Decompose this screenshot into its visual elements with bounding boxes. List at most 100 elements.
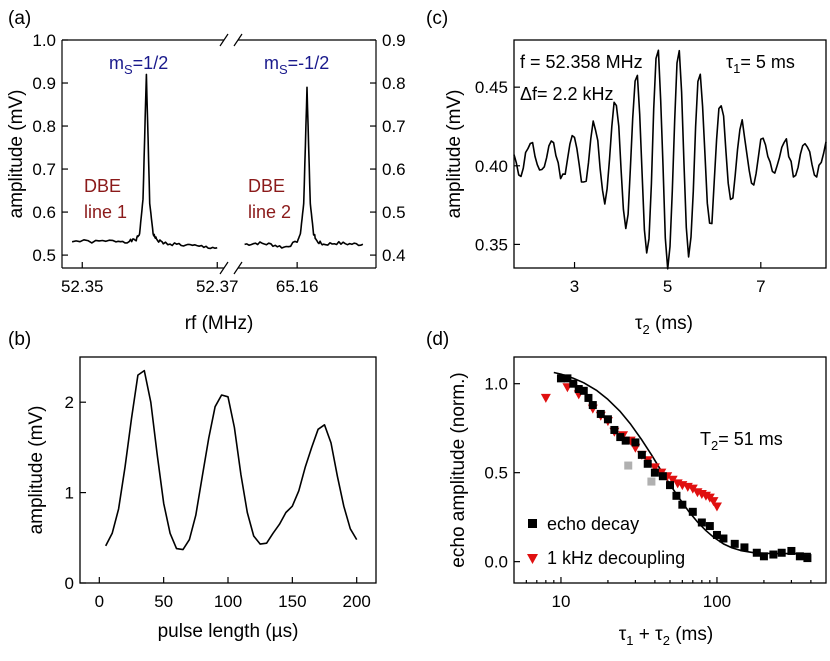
panel-a-left-ytick-label: 0.7 bbox=[32, 160, 56, 179]
panel-d-legend: echo decay 1 kHz decoupling bbox=[527, 514, 685, 568]
panel-d-echo-point bbox=[631, 438, 640, 447]
panel-d-echo-point bbox=[697, 518, 706, 527]
panel-d-decoupling-point bbox=[711, 502, 722, 512]
panel-d-echo-point bbox=[616, 433, 625, 442]
panel-d-decoupling-point bbox=[708, 497, 719, 507]
dbe-line2-label-b: line 2 bbox=[248, 202, 291, 222]
panel-d-echo-point bbox=[777, 548, 786, 557]
panel-c-ytick-label: 0.45 bbox=[475, 78, 508, 97]
panel-d-echo-point bbox=[803, 554, 812, 563]
panel-d-echo-point bbox=[666, 481, 674, 490]
panel-d-echo-point bbox=[658, 472, 667, 481]
panel-b-y-label: amplitude (mV) bbox=[26, 406, 47, 535]
panel-d-echo-point bbox=[579, 386, 588, 395]
panel-a-label: (a) bbox=[8, 8, 31, 29]
panel-d-decoupling-point bbox=[667, 475, 678, 485]
panel-b-trace bbox=[104, 369, 358, 551]
panel-d-echo-point bbox=[650, 468, 659, 477]
panel-a-left-ytick-label: 0.8 bbox=[32, 117, 56, 136]
panel-b: (b) 0 50 100 150 200 0 1 2 amplitude (mV) pulse… bbox=[8, 329, 377, 642]
dbe-line1-label-b: line 1 bbox=[84, 202, 127, 222]
panel-d-echo-point bbox=[719, 534, 728, 543]
panel-b-xtick-label: 0 bbox=[95, 592, 104, 611]
panel-d-echo-point bbox=[740, 543, 749, 552]
panel-a-right-ytick-label: 0.8 bbox=[382, 74, 406, 93]
panel-a-right-xtick-label: 65.16 bbox=[276, 277, 319, 296]
panel-d-echo-point bbox=[610, 425, 619, 434]
panel-a-x-ticks: 52.35 52.37 65.16 bbox=[61, 262, 318, 296]
panel-d-decoupling-point bbox=[649, 463, 660, 473]
legend-echo-label: echo decay bbox=[547, 514, 639, 534]
panel-d-echo-point bbox=[705, 522, 714, 531]
panel-d-decoupling-point bbox=[540, 393, 551, 403]
panel-a-left-xtick-label: 52.37 bbox=[196, 277, 239, 296]
panel-d-echo-point bbox=[563, 374, 572, 383]
panel-a-right-ytick-label: 0.4 bbox=[382, 246, 406, 265]
panel-b-x-label: pulse length (µs) bbox=[158, 621, 299, 642]
axis-break-top bbox=[219, 33, 243, 47]
ms-minus-label: mS=-1/2 bbox=[264, 53, 329, 77]
panel-d-echo-point bbox=[769, 550, 778, 559]
panel-d-echo-point bbox=[637, 450, 646, 459]
panel-d-label: (d) bbox=[426, 329, 449, 350]
dbe-line1-label-a: DBE bbox=[84, 176, 121, 196]
panel-d-ytick-label: 1.0 bbox=[484, 375, 508, 394]
panel-a-y-ticks-right: 0.4 0.5 0.6 0.7 0.8 0.9 bbox=[370, 31, 406, 265]
panel-d-echo-point bbox=[596, 409, 605, 418]
panel-b-ytick-label: 0 bbox=[65, 574, 74, 593]
panel-b-ticks: 0 50 100 150 200 0 1 2 bbox=[65, 393, 371, 611]
panel-d-y-label: echo amplitude (norm.) bbox=[448, 372, 469, 567]
panel-b-ytick-label: 2 bbox=[65, 393, 74, 412]
panel-a-left-ytick-label: 0.5 bbox=[32, 246, 56, 265]
panel-a-traces bbox=[71, 73, 364, 250]
panel-a-y-ticks-left: 0.5 0.6 0.7 0.8 0.9 1.0 bbox=[32, 31, 68, 265]
panel-d-echo-point bbox=[621, 436, 630, 445]
panel-d-echo-point bbox=[603, 415, 612, 424]
panel-d-echo-point bbox=[795, 552, 804, 561]
panel-c-frequency-delta: Δf= 2.2 kHz bbox=[520, 84, 614, 104]
panel-d-echo-point bbox=[678, 500, 687, 509]
panel-a-right-ytick-label: 0.6 bbox=[382, 160, 406, 179]
panel-a-left-ytick-label: 0.9 bbox=[32, 74, 56, 93]
panel-d-echo-point bbox=[569, 379, 578, 388]
panel-c-ticks: 3 5 7 0.35 0.40 0.45 bbox=[475, 78, 766, 296]
panel-d-echo-point bbox=[643, 459, 652, 468]
panel-d-ytick-label: 0.5 bbox=[484, 464, 508, 483]
panel-d-echo-point bbox=[672, 491, 681, 500]
panel-a-left-xtick-label: 52.35 bbox=[61, 277, 104, 296]
panel-d-echo-point bbox=[688, 507, 697, 516]
panel-d-echo-point bbox=[787, 546, 796, 555]
panel-a: (a) 0.50.60.70.80.91.0 0.40.50.60.70.80.… bbox=[6, 8, 406, 334]
panel-c-traces bbox=[513, 49, 827, 270]
panel-d-echo-point bbox=[588, 401, 597, 410]
panel-a-y-label: amplitude (mV) bbox=[6, 90, 27, 219]
panel-c-x-label: τ2 (ms) bbox=[635, 313, 693, 337]
panel-d-echo-point bbox=[574, 385, 583, 394]
legend-decoupling-label: 1 kHz decoupling bbox=[547, 548, 685, 568]
panel-d-decoupling-point bbox=[687, 484, 698, 494]
panel-c-trace bbox=[513, 49, 827, 270]
panel-d-xtick-label: 100 bbox=[703, 592, 731, 611]
panel-d-echo-point bbox=[712, 530, 721, 539]
panel-d: (d) 10 100 0.0 0.5 1.0 echo amplitude (norm.… bbox=[426, 329, 827, 648]
panel-c-y-label: amplitude (mV) bbox=[444, 90, 465, 219]
panel-b-label: (b) bbox=[8, 329, 31, 350]
panel-d-xtick-label: 10 bbox=[551, 592, 570, 611]
panel-b-xtick-label: 150 bbox=[278, 592, 306, 611]
panel-c-ytick-label: 0.35 bbox=[475, 235, 508, 254]
panel-a-left-ytick-label: 1.0 bbox=[32, 31, 56, 50]
panel-d-echo-point bbox=[752, 548, 761, 557]
panel-a-trace-left bbox=[71, 73, 218, 250]
panel-d-echo-point bbox=[730, 539, 739, 548]
panel-d-echo-point bbox=[584, 393, 593, 402]
panel-a-right-ytick-label: 0.9 bbox=[382, 31, 406, 50]
panel-c-tau1: τ1= 5 ms bbox=[726, 52, 795, 76]
panel-c-xtick-label: 7 bbox=[756, 277, 765, 296]
panel-c-label: (c) bbox=[426, 8, 448, 29]
legend-decoupling-marker bbox=[527, 554, 538, 564]
panel-d-echo-point bbox=[556, 374, 565, 383]
panel-d-echo-point bbox=[759, 552, 768, 561]
panel-a-trace-right bbox=[244, 86, 364, 249]
panel-a-right-ytick-label: 0.5 bbox=[382, 203, 406, 222]
panel-c: (c) 3 5 7 0.35 0.40 0.45 amplitude (mV) τ2 (m… bbox=[426, 8, 827, 337]
